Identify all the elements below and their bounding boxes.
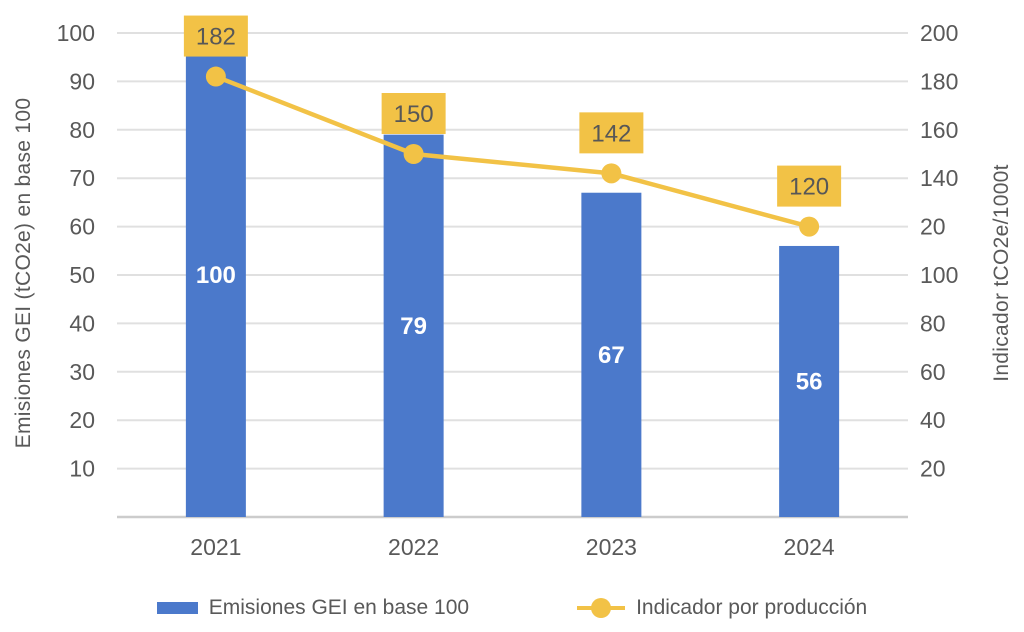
line-value-badge-label: 150 [394,101,434,128]
line-value-badge [381,93,446,134]
y-axis-tick-label-left: 40 [69,310,95,336]
y-axis-tick-label-right: 80 [920,310,946,336]
line-series-legend-label: Indicador por producción [636,596,868,619]
bar-series-swatch [156,602,198,614]
line-value-badge [183,15,248,57]
line-marker-icon [799,216,820,237]
line-value-badge [579,112,644,154]
y-axis-tick-label-left: 20 [69,407,95,433]
y-axis-tick-label-right: 100 [920,262,958,288]
y-axis-tick-label-right: 60 [920,359,946,385]
bar-value-label: 79 [400,313,427,340]
y-axis-tick-label-right: 40 [920,407,946,433]
x-axis-tick-label: 2022 [388,534,439,560]
line-value-badge-label: 142 [591,120,631,147]
y-axis-tick-label-left: 70 [69,165,95,191]
bar [185,33,246,517]
y-axis-tick-label-left: 60 [69,214,95,240]
y-axis-tick-label-left: 80 [69,117,95,143]
line-marker-icon [601,163,622,184]
y-axis-tick-label-left: 30 [69,359,95,385]
bar-value-label: 100 [196,262,236,289]
legend-item-bar-series: Emisiones GEI en base 100 [156,596,470,620]
line-value-badge-label: 182 [196,24,236,51]
bar-series-legend-label: Emisiones GEI en base 100 [208,596,470,619]
right-axis-title: Indicador tCO2e/1000t [990,164,1013,382]
line-series-swatch [577,598,626,618]
line-marker-icon [205,66,226,87]
y-axis-tick-label-left: 90 [69,68,95,94]
line-marker-icon [403,144,424,164]
y-axis-tick-label-right: 20 [920,456,946,482]
y-axis-tick-label-left: 100 [57,20,95,46]
bar [383,134,444,517]
line-value-badge [777,165,842,207]
y-axis-tick-label-right: 200 [920,20,958,46]
y-axis-tick-label-right: 20 [920,214,946,240]
x-axis-tick-label: 2021 [190,534,241,560]
legend: Emisiones GEI en base 100 Indicador por … [0,596,1024,620]
y-axis-tick-label-right: 180 [920,68,958,94]
y-axis-tick-label-left: 10 [69,456,95,482]
bar [779,245,840,517]
line-value-badge-label: 120 [789,174,829,201]
y-axis-tick-label-right: 140 [920,165,958,191]
bar-value-label: 67 [598,342,625,369]
bar [581,192,642,517]
x-axis-tick-label: 2023 [586,534,637,560]
y-axis-tick-label-left: 50 [69,262,95,288]
legend-item-line-series: Indicador por producción [577,596,867,620]
line-series [213,74,812,229]
line-swatch-marker-icon [591,598,612,618]
x-axis-tick-label: 2024 [784,534,835,560]
left-axis-title: Emisiones GEI (tCO2e) en base 100 [12,97,35,449]
y-axis-tick-label-right: 160 [920,117,958,143]
bar-value-label: 56 [796,368,823,395]
